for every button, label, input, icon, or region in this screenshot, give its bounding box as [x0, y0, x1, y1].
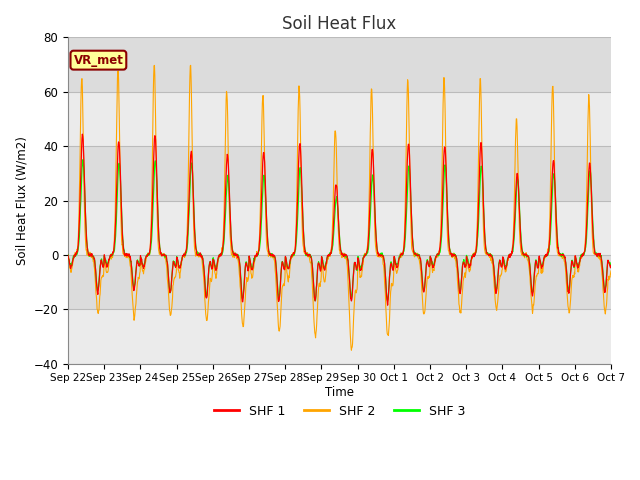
Title: Soil Heat Flux: Soil Heat Flux — [282, 15, 397, 33]
Y-axis label: Soil Heat Flux (W/m2): Soil Heat Flux (W/m2) — [15, 136, 28, 265]
Bar — [68, 92, 611, 146]
X-axis label: Time: Time — [325, 386, 354, 399]
Bar — [68, 201, 611, 255]
Legend: SHF 1, SHF 2, SHF 3: SHF 1, SHF 2, SHF 3 — [209, 400, 470, 423]
Bar — [68, 309, 611, 364]
Text: VR_met: VR_met — [74, 54, 124, 67]
